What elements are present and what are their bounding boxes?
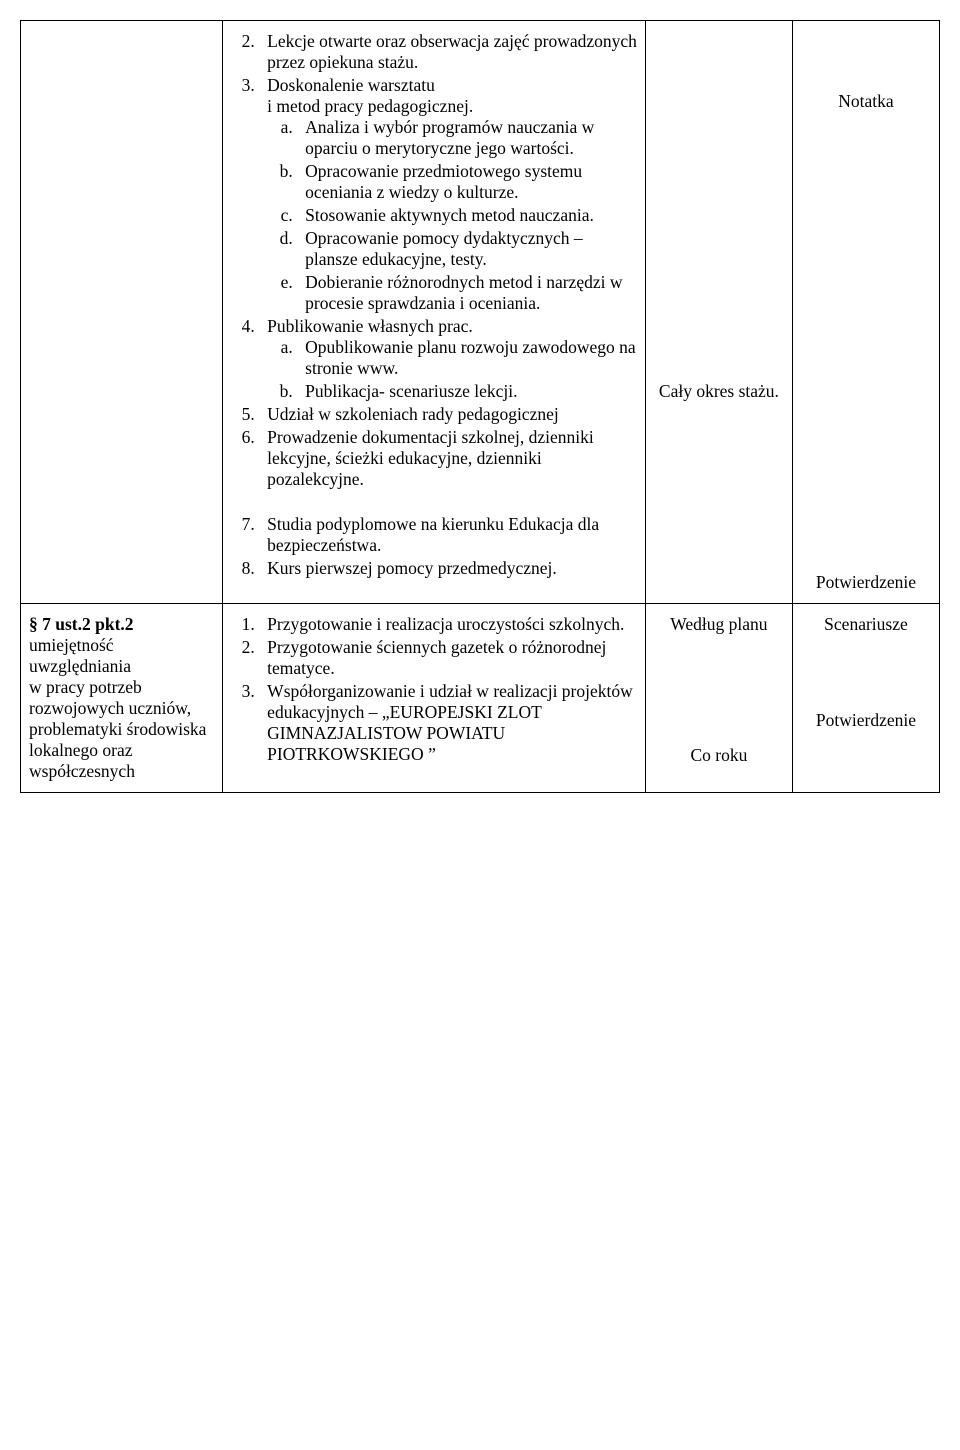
note-text-2: Potwierdzenie <box>801 572 931 593</box>
list-item: Stosowanie aktywnych metod nauczania. <box>297 205 637 226</box>
item-text: Prowadzenie dokumentacji szkolnej, dzien… <box>267 427 594 489</box>
section-body: umiejętność uwzględniania w pracy potrze… <box>29 635 206 781</box>
list-gap <box>231 492 637 514</box>
row2-col3: Według planu Co roku <box>645 604 792 793</box>
row1-col2: Lekcje otwarte oraz obserwacja zajęć pro… <box>223 21 646 604</box>
item-text: Lekcje otwarte oraz obserwacja zajęć pro… <box>267 31 637 72</box>
table-row: § 7 ust.2 pkt.2 umiejętność uwzględniani… <box>21 604 940 793</box>
item-text: Dobieranie różnorodnych metod i narzędzi… <box>305 272 622 313</box>
table-row: Lekcje otwarte oraz obserwacja zajęć pro… <box>21 21 940 604</box>
spacer <box>654 31 784 381</box>
spacer <box>801 635 931 710</box>
item-text: Analiza i wybór programów nauczania w op… <box>305 117 594 158</box>
list-item: Opublikowanie planu rozwoju zawodowego n… <box>297 337 637 379</box>
item-text: Przygotowanie ściennych gazetek o różnor… <box>267 637 606 678</box>
row1-sublist-4: Opublikowanie planu rozwoju zawodowego n… <box>297 337 637 402</box>
row2-col1: § 7 ust.2 pkt.2 umiejętność uwzględniani… <box>21 604 223 793</box>
list-item: Przygotowanie i realizacja uroczystości … <box>259 614 637 635</box>
item-text: Kurs pierwszej pomocy przedmedycznej. <box>267 558 557 578</box>
spacer <box>801 112 931 572</box>
list-item: Analiza i wybór programów nauczania w op… <box>297 117 637 159</box>
list-item: Przygotowanie ściennych gazetek o różnor… <box>259 637 637 679</box>
item-text: Studia podyplomowe na kierunku Edukacja … <box>267 514 599 555</box>
row1-col1 <box>21 21 223 604</box>
spacer <box>654 635 784 745</box>
plan-table: Lekcje otwarte oraz obserwacja zajęć pro… <box>20 20 940 793</box>
list-item: Udział w szkoleniach rady pedagogicznej <box>259 404 637 425</box>
item-text: Publikacja- scenariusze lekcji. <box>305 381 517 401</box>
list-item: Kurs pierwszej pomocy przedmedycznej. <box>259 558 637 579</box>
item-text: Stosowanie aktywnych metod nauczania. <box>305 205 594 225</box>
row1-main-list: Lekcje otwarte oraz obserwacja zajęć pro… <box>259 31 637 490</box>
list-item: Lekcje otwarte oraz obserwacja zajęć pro… <box>259 31 637 73</box>
spacer <box>801 31 931 91</box>
list-item: Prowadzenie dokumentacji szkolnej, dzien… <box>259 427 637 490</box>
item-text: Opracowanie pomocy dydaktycznych – plans… <box>305 228 582 269</box>
item-text: Współorganizowanie i udział w realizacji… <box>267 681 633 764</box>
timeframe-text-a: Według planu <box>654 614 784 635</box>
timeframe-text: Cały okres stażu. <box>654 381 784 402</box>
list-item: Publikacja- scenariusze lekcji. <box>297 381 637 402</box>
row1-col3: Cały okres stażu. <box>645 21 792 604</box>
list-item: Doskonalenie warsztatu i metod pracy ped… <box>259 75 637 314</box>
section-heading: § 7 ust.2 pkt.2 <box>29 614 134 634</box>
item-text: Opracowanie przedmiotowego systemu oceni… <box>305 161 582 202</box>
note-text-a: Scenariusze <box>801 614 931 635</box>
list-item: Opracowanie pomocy dydaktycznych – plans… <box>297 228 637 270</box>
note-text-1: Notatka <box>801 91 931 112</box>
note-text-b: Potwierdzenie <box>801 710 931 731</box>
item-text: Udział w szkoleniach rady pedagogicznej <box>267 404 559 424</box>
row1-col4: Notatka Potwierdzenie <box>792 21 939 604</box>
row1-sublist-3: Analiza i wybór programów nauczania w op… <box>297 117 637 314</box>
list-item: Opracowanie przedmiotowego systemu oceni… <box>297 161 637 203</box>
row2-col4: Scenariusze Potwierdzenie <box>792 604 939 793</box>
item-text: Doskonalenie warsztatu i metod pracy ped… <box>267 75 473 116</box>
list-item: Publikowanie własnych prac. Opublikowani… <box>259 316 637 402</box>
list-item: Dobieranie różnorodnych metod i narzędzi… <box>297 272 637 314</box>
row1-main-list-cont: Studia podyplomowe na kierunku Edukacja … <box>259 514 637 579</box>
item-text: Przygotowanie i realizacja uroczystości … <box>267 614 624 634</box>
item-text: Opublikowanie planu rozwoju zawodowego n… <box>305 337 635 378</box>
row2-col2: Przygotowanie i realizacja uroczystości … <box>223 604 646 793</box>
list-item: Studia podyplomowe na kierunku Edukacja … <box>259 514 637 556</box>
item-text: Publikowanie własnych prac. <box>267 316 473 336</box>
row2-main-list: Przygotowanie i realizacja uroczystości … <box>259 614 637 765</box>
timeframe-text-b: Co roku <box>654 745 784 766</box>
list-item: Współorganizowanie i udział w realizacji… <box>259 681 637 765</box>
